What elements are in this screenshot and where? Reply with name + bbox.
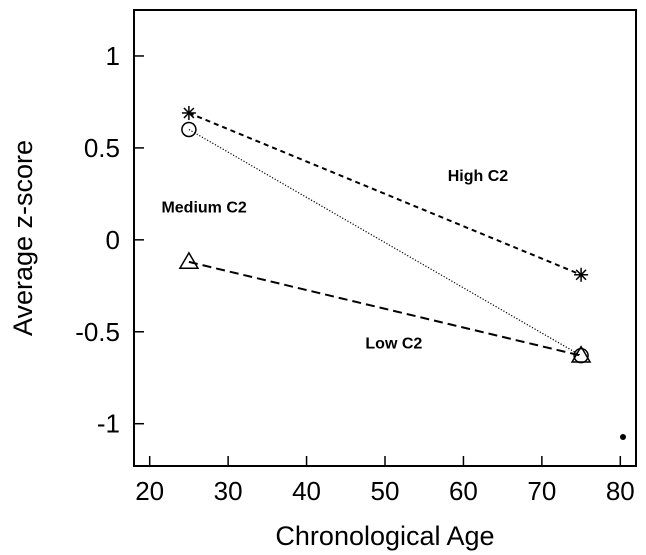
data-point-high-c2	[181, 105, 196, 120]
data-point-low-c2	[178, 251, 200, 269]
x-tick-label: 40	[292, 476, 321, 506]
x-tick-label: 70	[527, 476, 556, 506]
annotation-medium-c2: Medium C2	[161, 199, 246, 216]
data-point-medium-c2	[181, 121, 197, 138]
annotation-high-c2: High C2	[448, 168, 509, 185]
x-tick-label: 60	[449, 476, 478, 506]
plot-frame	[133, 9, 637, 467]
series-line-high-c2	[188, 112, 582, 276]
x-tick-label: 20	[135, 476, 164, 506]
y-tick-label: -1	[97, 409, 120, 439]
series-line-medium-c2	[188, 128, 582, 357]
y-tick-label: 0.5	[84, 133, 120, 163]
data-point-low-c2	[570, 345, 592, 363]
annotations: High C2 Medium C2 Low C2	[161, 168, 508, 352]
x-tick-label: 30	[214, 476, 243, 506]
series-markers	[178, 105, 592, 364]
series-line-low-c2	[188, 260, 582, 357]
y-tick-label: 1	[106, 41, 120, 71]
x-axis-title: Chronological Age	[275, 521, 494, 551]
series-lines	[188, 112, 582, 357]
x-tick-label: 80	[606, 476, 635, 506]
axis-ticks: 20 30 40 50 60 70 80 -1 -0.5 0 0.5 1	[75, 41, 635, 506]
y-tick-label: 0	[106, 225, 120, 255]
data-point-high-c2	[574, 267, 589, 282]
annotation-low-c2: Low C2	[365, 335, 422, 352]
y-tick-label: -0.5	[75, 317, 120, 347]
stray-dot	[620, 434, 626, 440]
x-tick-label: 50	[371, 476, 400, 506]
y-axis-title: Average z-score	[8, 140, 38, 336]
